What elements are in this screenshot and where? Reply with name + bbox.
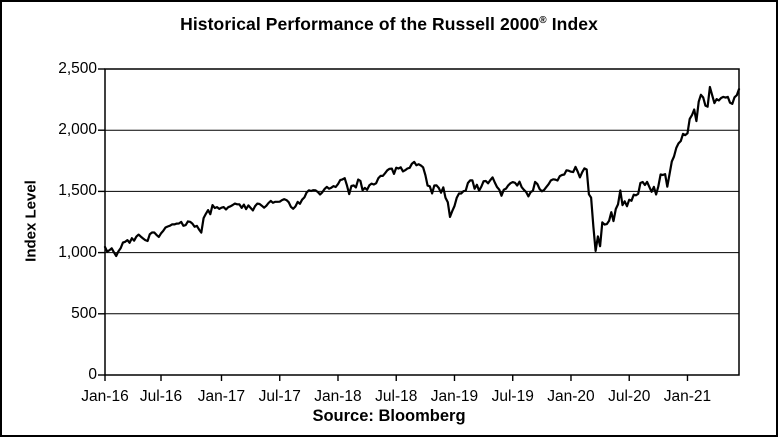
y-tick-label: 2,000 xyxy=(58,121,97,139)
x-tick-label: Jan-21 xyxy=(663,388,712,405)
chart-title-text: Historical Performance of the Russell 20… xyxy=(180,14,540,34)
x-tick-label: Jul-17 xyxy=(258,388,301,405)
chart-title: Historical Performance of the Russell 20… xyxy=(2,14,776,35)
x-tick-label: Jan-20 xyxy=(547,388,595,405)
x-tick-label: Jan-16 xyxy=(81,388,129,405)
source-caption: Source: Bloomberg xyxy=(312,407,466,425)
y-tick-label: 1,500 xyxy=(58,182,97,200)
x-tick-label: Jul-20 xyxy=(608,388,651,405)
x-tick-label: Jul-18 xyxy=(375,388,418,405)
registered-trademark-symbol: ® xyxy=(539,15,547,27)
plot-border xyxy=(104,68,740,376)
chart-title-suffix: Index xyxy=(546,14,598,34)
y-tick-label: 500 xyxy=(71,304,97,322)
x-tick-label: Jul-19 xyxy=(491,388,534,405)
x-tick-label: Jan-17 xyxy=(197,388,246,405)
x-tick-label: Jul-16 xyxy=(139,388,183,405)
index-level-line xyxy=(103,85,741,258)
x-tick-label: Jan-18 xyxy=(314,388,362,405)
y-tick-label: 2,500 xyxy=(58,60,97,77)
y-tick-label: 0 xyxy=(88,366,97,383)
y-tick-label: 1,000 xyxy=(58,243,97,261)
x-tick-label: Jan-19 xyxy=(430,388,479,405)
